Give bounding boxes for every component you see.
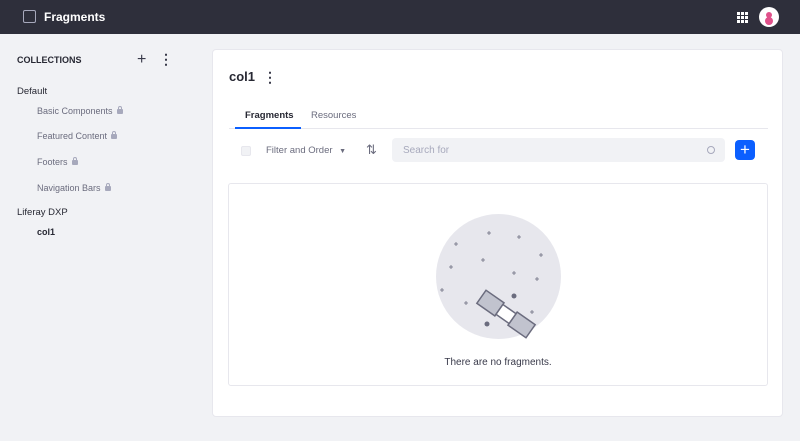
user-avatar-icon[interactable]	[759, 7, 779, 27]
filter-label: Filter and Order	[266, 145, 333, 156]
lock-icon	[104, 183, 111, 191]
active-tab-indicator	[235, 127, 301, 129]
collections-heading: COLLECTIONS	[17, 55, 82, 65]
app-title: Fragments	[44, 10, 106, 24]
add-fragment-button[interactable]: +	[735, 140, 755, 160]
add-collection-button[interactable]: +	[137, 51, 147, 68]
sidebar-item-col1[interactable]: col1	[37, 227, 56, 237]
sidebar-item-featured-content[interactable]: Featured Content	[37, 131, 118, 141]
sidebar-item-footers[interactable]: Footers	[37, 157, 78, 167]
item-label: Featured Content	[37, 131, 108, 141]
apps-grid-icon[interactable]	[737, 12, 748, 23]
select-all-checkbox[interactable]	[241, 146, 251, 156]
empty-message: There are no fragments.	[444, 357, 552, 368]
main-card: col1 ⋮ Fragments Resources Filter and Or…	[212, 49, 783, 417]
group-default: Default	[17, 86, 48, 97]
collections-options-icon[interactable]: ⋮	[159, 51, 173, 67]
lock-icon	[111, 131, 118, 139]
search-icon[interactable]	[707, 146, 715, 154]
caret-down-icon: ▼	[339, 148, 347, 155]
tab-fragments[interactable]: Fragments	[245, 110, 294, 121]
empty-state: There are no fragments.	[228, 183, 768, 386]
sort-icon[interactable]: ⇅	[366, 142, 377, 157]
satellite-illustration-icon	[436, 214, 561, 339]
item-label: Basic Components	[37, 106, 113, 116]
group-liferay-dxp: Liferay DXP	[17, 207, 68, 218]
tab-resources[interactable]: Resources	[311, 110, 357, 121]
collection-options-icon[interactable]: ⋮	[263, 69, 277, 85]
filter-and-order-dropdown[interactable]: Filter and Order ▼	[266, 145, 346, 156]
lock-icon	[71, 157, 78, 165]
item-label: Footers	[37, 157, 68, 167]
sidebar-item-basic-components[interactable]: Basic Components	[37, 106, 123, 116]
product-menu-icon[interactable]	[23, 10, 36, 23]
item-label: Navigation Bars	[37, 183, 101, 193]
tabs: Fragments Resources	[229, 104, 768, 129]
search-input[interactable]	[392, 138, 725, 162]
lock-icon	[116, 106, 123, 114]
page-title: col1	[229, 69, 256, 84]
sidebar-item-navigation-bars[interactable]: Navigation Bars	[37, 183, 111, 193]
top-bar: Fragments	[0, 0, 800, 34]
